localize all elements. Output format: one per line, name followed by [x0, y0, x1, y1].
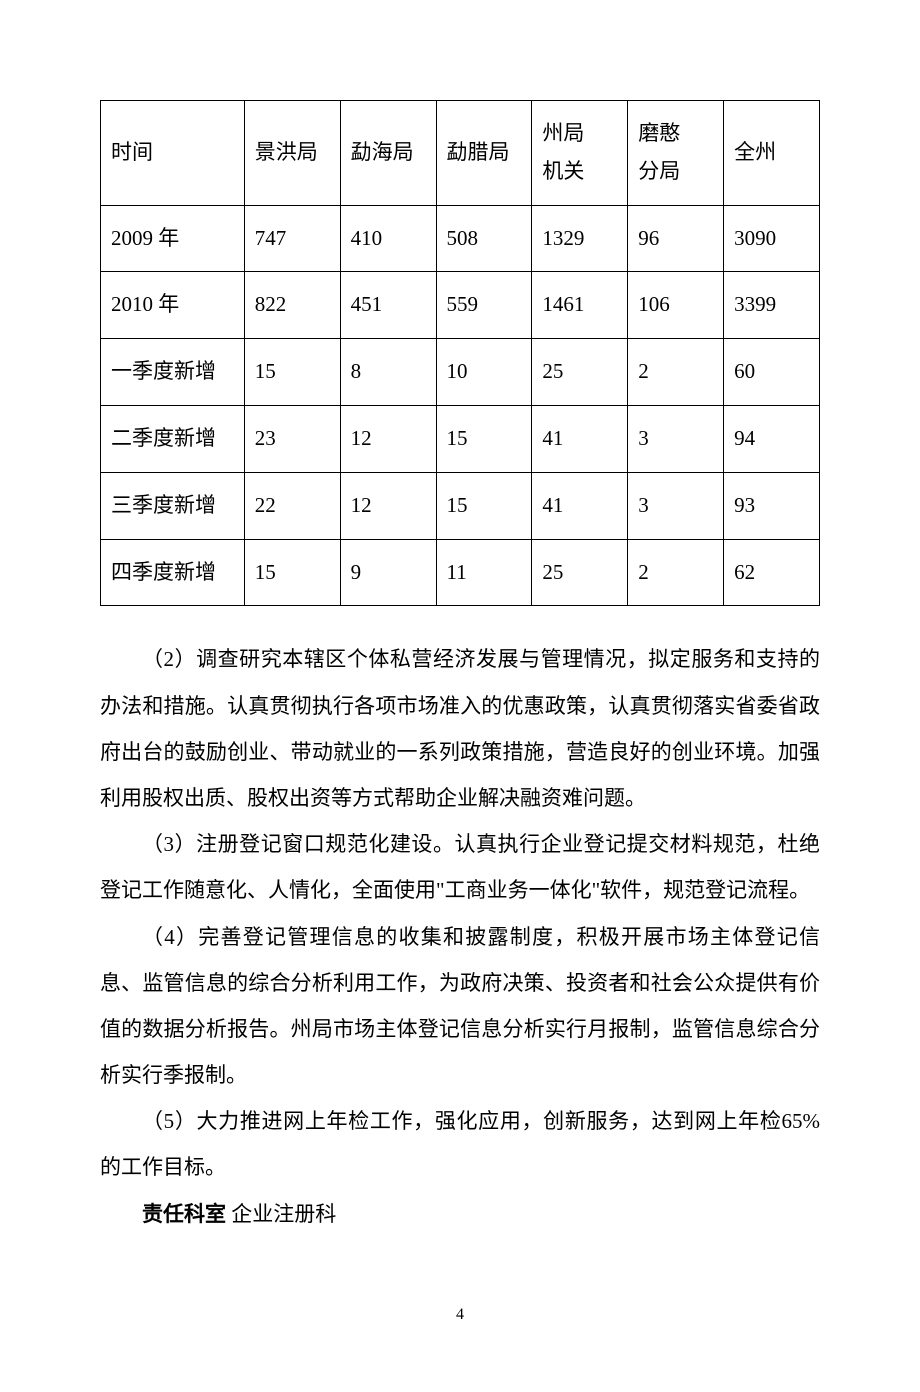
- table-cell: 25: [532, 539, 628, 606]
- table-cell: 559: [436, 272, 532, 339]
- page-number: 4: [100, 1297, 820, 1332]
- table-cell: 3090: [724, 205, 820, 272]
- table-cell: 2: [628, 539, 724, 606]
- table-cell: 60: [724, 339, 820, 406]
- table-cell: 12: [340, 472, 436, 539]
- table-cell: 3399: [724, 272, 820, 339]
- table-cell: 9: [340, 539, 436, 606]
- table-row: 一季度新增1581025260: [101, 339, 820, 406]
- table-header-cell: 勐腊局: [436, 101, 532, 206]
- table-cell: 3: [628, 405, 724, 472]
- table-row: 四季度新增1591125262: [101, 539, 820, 606]
- table-cell: 2010 年: [101, 272, 245, 339]
- responsible-dept-label: 责任科室: [142, 1202, 226, 1226]
- table-cell: 四季度新增: [101, 539, 245, 606]
- table-cell: 15: [436, 405, 532, 472]
- table-cell: 93: [724, 472, 820, 539]
- table-cell: 62: [724, 539, 820, 606]
- table-cell: 二季度新增: [101, 405, 245, 472]
- responsible-dept-value: 企业注册科: [226, 1202, 336, 1226]
- table-cell: 3: [628, 472, 724, 539]
- table-cell: 8: [340, 339, 436, 406]
- table-cell: 23: [244, 405, 340, 472]
- paragraph-2: （2）调查研究本辖区个体私营经济发展与管理情况，拟定服务和支持的办法和措施。认真…: [100, 636, 820, 821]
- table-cell: 41: [532, 472, 628, 539]
- table-row: 2009 年7474105081329963090: [101, 205, 820, 272]
- table-cell: 15: [244, 339, 340, 406]
- table-cell: 15: [244, 539, 340, 606]
- table-cell: 822: [244, 272, 340, 339]
- table-cell: 41: [532, 405, 628, 472]
- table-cell: 747: [244, 205, 340, 272]
- table-cell: 三季度新增: [101, 472, 245, 539]
- table-cell: 12: [340, 405, 436, 472]
- table-row: 三季度新增22121541393: [101, 472, 820, 539]
- table-header-cell: 时间: [101, 101, 245, 206]
- table-header-cell: 景洪局: [244, 101, 340, 206]
- statistics-table: 时间 景洪局 勐海局 勐腊局 州局机关 磨憨分局 全州 2009 年747410…: [100, 100, 820, 606]
- table-cell: 2: [628, 339, 724, 406]
- table-header-row: 时间 景洪局 勐海局 勐腊局 州局机关 磨憨分局 全州: [101, 101, 820, 206]
- table-cell: 25: [532, 339, 628, 406]
- table-header-cell: 州局机关: [532, 101, 628, 206]
- paragraph-5: （5）大力推进网上年检工作，强化应用，创新服务，达到网上年检65%的工作目标。: [100, 1098, 820, 1190]
- table-cell: 15: [436, 472, 532, 539]
- table-row: 二季度新增23121541394: [101, 405, 820, 472]
- paragraph-6: 责任科室 企业注册科: [100, 1191, 820, 1237]
- table-cell: 94: [724, 405, 820, 472]
- table-cell: 22: [244, 472, 340, 539]
- table-cell: 1329: [532, 205, 628, 272]
- table-header-cell: 磨憨分局: [628, 101, 724, 206]
- table-cell: 1461: [532, 272, 628, 339]
- table-body: 2009 年74741050813299630902010 年822451559…: [101, 205, 820, 606]
- table-header-cell: 全州: [724, 101, 820, 206]
- table-cell: 451: [340, 272, 436, 339]
- table-header-cell: 勐海局: [340, 101, 436, 206]
- table-cell: 410: [340, 205, 436, 272]
- table-row: 2010 年82245155914611063399: [101, 272, 820, 339]
- table-cell: 106: [628, 272, 724, 339]
- paragraph-3: （3）注册登记窗口规范化建设。认真执行企业登记提交材料规范，杜绝登记工作随意化、…: [100, 821, 820, 913]
- table-cell: 508: [436, 205, 532, 272]
- table-cell: 96: [628, 205, 724, 272]
- table-cell: 11: [436, 539, 532, 606]
- paragraph-4: （4）完善登记管理信息的收集和披露制度，积极开展市场主体登记信息、监管信息的综合…: [100, 914, 820, 1099]
- table-cell: 2009 年: [101, 205, 245, 272]
- table-cell: 10: [436, 339, 532, 406]
- table-cell: 一季度新增: [101, 339, 245, 406]
